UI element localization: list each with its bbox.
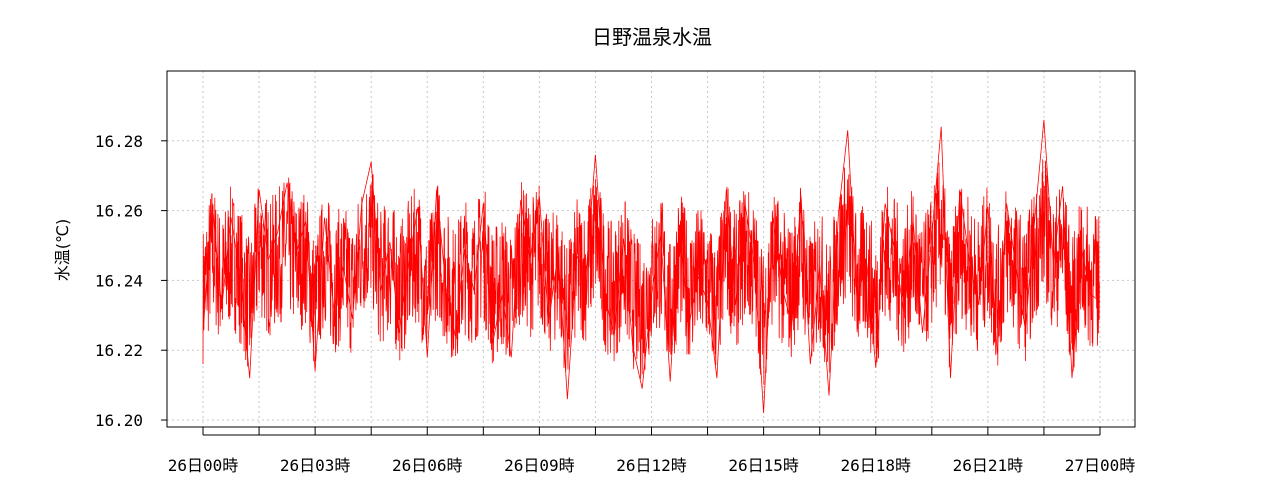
x-tick-label: 26日18時 [840,456,911,475]
y-axis-label: 水温(℃) [53,219,72,281]
y-tick-label: 16.28 [95,132,143,151]
y-tick-label: 16.22 [95,341,143,360]
y-tick-label: 16.20 [95,411,143,430]
y-tick-label: 16.26 [95,202,143,221]
x-tick-label: 26日12時 [616,456,687,475]
series-line-values [202,119,1101,414]
x-tick-label: 26日15時 [728,456,799,475]
y-tick-label: 16.24 [95,271,143,290]
x-tick-label: 26日00時 [168,456,239,475]
series-trace [202,159,1101,385]
x-tick-label: 26日06時 [392,456,463,475]
series-line [202,119,1101,414]
x-tick-label: 26日21時 [953,456,1024,475]
y-axis: 16.20 16.22 16.24 16.26 16.28 [95,132,167,430]
chart-title: 日野温泉水温 [592,25,712,49]
x-axis: 26日00時 26日03時 26日06時 26日09時 26日12時 26日15時 26日1… [168,427,1136,475]
x-tick-label: 26日03時 [280,456,351,475]
x-tick-label: 26日09時 [504,456,575,475]
x-tick-label: 27日00時 [1065,456,1136,475]
